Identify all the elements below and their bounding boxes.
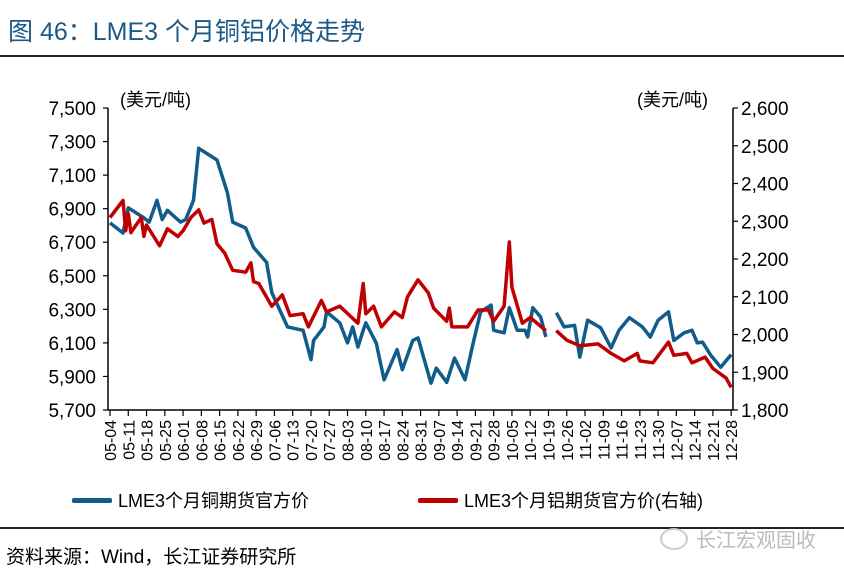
left-y-tick-label: 5,700 bbox=[48, 401, 96, 422]
left-y-tick-label: 5,900 bbox=[48, 367, 96, 388]
x-tick-label: 11-16 bbox=[615, 420, 632, 460]
x-tick-label: 08-17 bbox=[377, 420, 394, 461]
footer-divider bbox=[0, 527, 844, 529]
x-tick-label: 09-28 bbox=[487, 420, 504, 461]
x-tick-label: 08-10 bbox=[359, 420, 376, 461]
right-y-tick-label: 2,100 bbox=[741, 288, 789, 309]
x-tick-label: 07-06 bbox=[267, 420, 284, 461]
x-tick-label: 11-02 bbox=[578, 420, 595, 460]
right-y-tick-label: 2,500 bbox=[741, 137, 789, 158]
right-y-tick-label: 2,300 bbox=[741, 212, 789, 233]
left-y-tick-label: 7,300 bbox=[48, 133, 96, 154]
left-y-tick-label: 6,700 bbox=[48, 233, 96, 254]
x-tick-label: 07-20 bbox=[304, 420, 321, 461]
left-y-tick-label: 6,300 bbox=[48, 300, 96, 321]
x-tick-label: 05-18 bbox=[140, 420, 157, 461]
x-tick-label: 06-29 bbox=[249, 420, 266, 461]
left-y-tick-label: 6,900 bbox=[48, 200, 96, 221]
right-y-tick-label: 1,800 bbox=[741, 401, 789, 422]
left-y-tick-label: 7,100 bbox=[48, 166, 96, 187]
x-tick-label: 08-03 bbox=[341, 420, 358, 461]
legend-label-copper: LME3个月铜期货官方价 bbox=[118, 491, 310, 511]
x-tick-label: 10-26 bbox=[560, 420, 577, 461]
legend-item-copper: LME3个月铜期货官方价 bbox=[72, 487, 309, 513]
x-tick-label: 07-13 bbox=[286, 420, 303, 461]
left-y-tick-label: 6,500 bbox=[48, 267, 96, 288]
x-tick-label: 05-25 bbox=[158, 420, 175, 461]
x-tick-label: 09-14 bbox=[450, 420, 467, 461]
x-tick-label: 07-27 bbox=[322, 420, 339, 461]
left-y-tick-label: 7,500 bbox=[48, 99, 96, 120]
x-tick-label: 12-28 bbox=[724, 420, 741, 461]
legend-label-aluminium: LME3个月铝期货官方价(右轴) bbox=[464, 491, 704, 511]
x-tick-label: 12-14 bbox=[688, 420, 705, 461]
x-tick-label: 10-19 bbox=[541, 420, 558, 461]
watermark: 长江宏观固收 bbox=[660, 524, 816, 553]
legend-item-aluminium: LME3个月铝期货官方价(右轴) bbox=[418, 487, 703, 513]
aluminium-price-line bbox=[108, 198, 733, 389]
watermark-text: 长江宏观固收 bbox=[696, 530, 816, 552]
x-tick-label: 11-23 bbox=[633, 420, 650, 460]
x-tick-label: 05-04 bbox=[103, 420, 120, 461]
x-tick-label: 10-12 bbox=[523, 420, 540, 461]
figure-title: 图 46：LME3 个月铜铝价格走势 bbox=[8, 18, 366, 46]
copper-price-line bbox=[108, 146, 733, 385]
right-y-tick-label: 2,200 bbox=[741, 250, 789, 271]
x-tick-label: 09-07 bbox=[432, 420, 449, 461]
x-tick-label: 06-08 bbox=[194, 420, 211, 461]
right-y-tick-label: 2,400 bbox=[741, 175, 789, 196]
right-axis-unit: (美元/吨) bbox=[637, 90, 708, 110]
right-y-tick-label: 2,600 bbox=[741, 99, 789, 120]
x-tick-label: 12-07 bbox=[669, 420, 686, 461]
legend-swatch-copper bbox=[72, 497, 112, 503]
x-tick-label: 06-22 bbox=[231, 420, 248, 461]
x-tick-label: 08-31 bbox=[414, 420, 431, 461]
x-tick-label: 05-11 bbox=[121, 420, 138, 460]
right-y-tick-label: 2,000 bbox=[741, 326, 789, 347]
title-divider bbox=[0, 55, 844, 57]
right-y-tick-label: 1,900 bbox=[741, 363, 789, 384]
x-tick-label: 11-30 bbox=[651, 420, 668, 460]
x-tick-label: 09-21 bbox=[468, 420, 485, 461]
left-y-tick-label: 6,100 bbox=[48, 334, 96, 355]
x-tick-label: 11-09 bbox=[596, 420, 613, 460]
wechat-icon bbox=[660, 527, 688, 550]
x-tick-label: 10-05 bbox=[505, 420, 522, 461]
x-tick-label: 06-01 bbox=[176, 420, 193, 461]
x-tick-label: 12-21 bbox=[706, 420, 723, 461]
x-tick-label: 06-15 bbox=[213, 420, 230, 461]
x-tick-label: 08-24 bbox=[395, 420, 412, 461]
legend-swatch-aluminium bbox=[418, 497, 458, 503]
source-note: 资料来源：Wind，长江证券研究所 bbox=[6, 547, 297, 568]
left-axis-unit: (美元/吨) bbox=[120, 90, 191, 110]
